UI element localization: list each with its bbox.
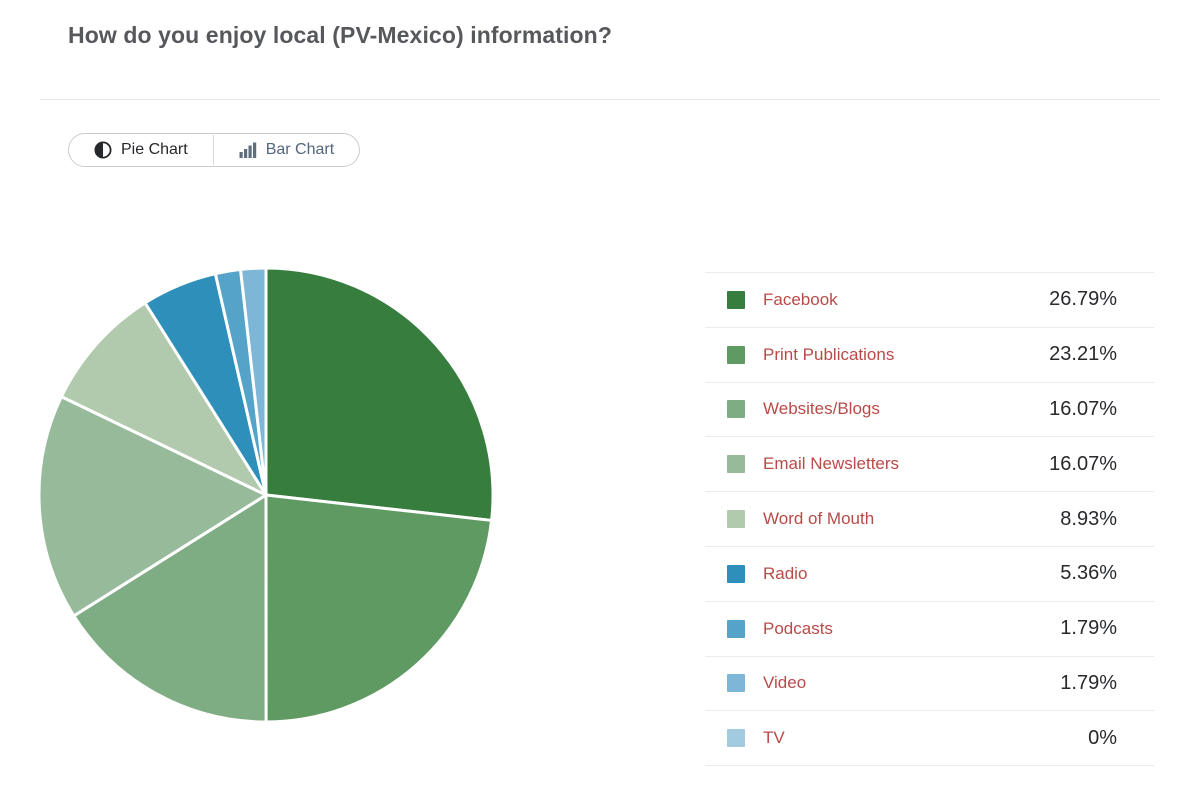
legend-label-websites-blogs[interactable]: Websites/Blogs (763, 399, 880, 419)
legend-value: 8.93% (1060, 507, 1117, 530)
legend-swatch (727, 510, 745, 529)
legend-row-tv: TV 0% (705, 710, 1154, 765)
pie-slice-video[interactable] (239, 266, 268, 497)
legend-swatch (727, 345, 745, 364)
legend-swatch (727, 729, 745, 748)
chart-legend: Facebook 26.79% Print Publications 23.21… (705, 272, 1154, 767)
legend-value: 1.79% (1060, 617, 1117, 640)
legend-value: 5.36% (1060, 562, 1117, 585)
bar-chart-button[interactable]: Bar Chart (214, 134, 359, 166)
legend-swatch (727, 674, 745, 693)
legend-row-email-newsletters: Email Newsletters 16.07% (705, 436, 1154, 491)
legend-label-print-publications[interactable]: Print Publications (763, 344, 895, 364)
legend-swatch (727, 564, 745, 583)
legend-value: 23.21% (1049, 343, 1117, 366)
legend-swatch (727, 455, 745, 474)
legend-value: 1.79% (1060, 671, 1117, 694)
legend-value: 0% (1088, 726, 1117, 749)
legend-row-podcasts: Podcasts 1.79% (705, 600, 1154, 656)
legend-row-facebook: Facebook 26.79% (705, 272, 1154, 327)
pie-chart-button[interactable]: Pie Chart (69, 134, 213, 166)
pie-chart-button-label: Pie Chart (121, 141, 188, 158)
pie-chart-icon (94, 141, 112, 159)
pie-slice-email-newsletters[interactable] (37, 395, 268, 618)
legend-swatch (727, 290, 745, 309)
legend-swatch (727, 619, 745, 638)
legend-label-facebook[interactable]: Facebook (763, 289, 838, 309)
pie-slice-word-of-mouth[interactable] (59, 301, 268, 497)
legend-row-word-of-mouth: Word of Mouth 8.93% (705, 491, 1154, 546)
pie-slice-websites-blogs[interactable] (72, 493, 268, 724)
pie-slice-facebook[interactable] (264, 266, 495, 522)
bar-chart-button-label: Bar Chart (265, 141, 335, 158)
toggle-divider (212, 135, 214, 165)
title-divider (40, 99, 1160, 100)
legend-label-tv[interactable]: TV (763, 728, 785, 748)
legend-value: 26.79% (1049, 288, 1117, 311)
legend-label-video[interactable]: Video (763, 673, 807, 693)
bar-chart-icon (239, 142, 257, 158)
legend-swatch (727, 400, 745, 419)
chart-type-toggle: Pie Chart Bar Chart (68, 133, 361, 167)
legend-label-email-newsletters[interactable]: Email Newsletters (763, 454, 900, 474)
pie-slice-print-publications[interactable] (264, 493, 494, 724)
pie-chart[interactable] (36, 265, 496, 725)
legend-label-radio[interactable]: Radio (763, 563, 808, 583)
legend-row-video: Video 1.79% (705, 655, 1154, 711)
legend-value: 16.07% (1049, 397, 1117, 420)
legend-label-word-of-mouth[interactable]: Word of Mouth (763, 509, 875, 529)
pie-chart-svg[interactable] (36, 265, 496, 725)
legend-label-podcasts[interactable]: Podcasts (763, 618, 833, 638)
page-title: How do you enjoy local (PV-Mexico) infor… (68, 22, 612, 48)
legend-row-websites-blogs: Websites/Blogs 16.07% (705, 381, 1154, 437)
legend-value: 16.07% (1049, 452, 1117, 475)
legend-row-print-publications: Print Publications 23.21% (705, 326, 1154, 382)
legend-row-radio: Radio 5.36% (705, 545, 1154, 601)
